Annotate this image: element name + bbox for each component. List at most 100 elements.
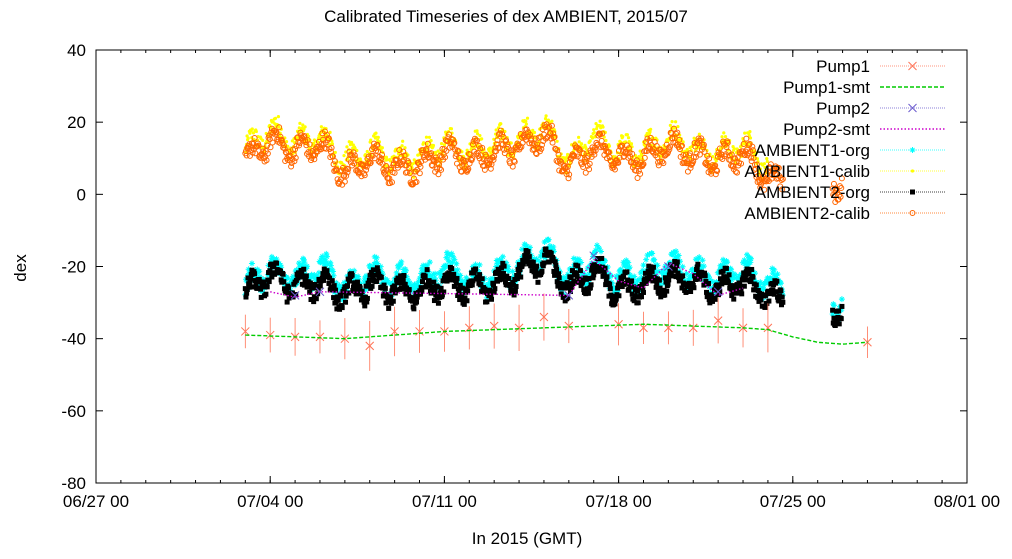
ambient1-org-point <box>406 279 413 286</box>
ambient2-org-point <box>672 259 678 265</box>
ambient2-org-point <box>654 280 660 286</box>
ambient1-calib-point <box>711 154 715 159</box>
ambient2-calib-point <box>280 142 287 149</box>
ambient1-calib-point <box>307 134 311 138</box>
ambient1-org-point <box>495 258 502 265</box>
ambient2-calib-point <box>255 142 262 149</box>
ambient2-org-point <box>552 259 558 265</box>
ambient2-org-point <box>661 287 667 293</box>
ambient2-org-point <box>560 281 566 287</box>
ambient2-org-point <box>396 280 402 286</box>
ambient1-org-point <box>321 262 328 269</box>
ambient2-calib-point <box>723 144 730 151</box>
ambient1-org-point <box>424 262 431 269</box>
ambient2-calib-point <box>712 171 719 178</box>
ambient1-calib-point <box>427 135 431 139</box>
ambient2-calib-point <box>676 136 683 143</box>
ambient1-org-point <box>699 257 706 264</box>
ambient2-org-point <box>565 281 571 287</box>
ambient2-org-point <box>517 267 523 273</box>
ambient2-calib-point <box>556 157 563 164</box>
ambient1-calib-point <box>449 127 454 131</box>
ambient2-calib-point <box>344 169 351 176</box>
ambient2-org-point <box>554 279 560 285</box>
ambient1-org-point <box>660 271 667 278</box>
ambient1-org-point <box>575 260 582 267</box>
ambient1-org-point <box>450 253 457 260</box>
ambient2-calib-point <box>400 148 407 155</box>
ambient2-calib-point <box>698 135 705 142</box>
ambient2-calib-point <box>292 154 299 161</box>
ambient1-org-point <box>361 279 368 286</box>
ambient1-org-point <box>720 256 727 263</box>
ambient2-org-point <box>414 294 420 300</box>
ambient2-org-point <box>612 301 618 307</box>
ambient1-org-point <box>251 273 258 280</box>
ambient2-org-point <box>402 281 408 287</box>
ambient2-calib-point <box>401 152 408 159</box>
ambient2-calib-point <box>467 156 474 163</box>
ambient1-calib-point <box>516 136 520 140</box>
x-tick-label: 07/25 00 <box>760 492 826 511</box>
ambient1-org-point <box>637 269 644 276</box>
ambient2-org-point <box>431 298 437 304</box>
ambient2-calib-point <box>740 140 747 147</box>
ambient2-org-point <box>353 291 359 297</box>
ambient2-org-point <box>644 275 650 281</box>
ambient1-calib-point <box>442 143 447 147</box>
ambient2-org-point <box>264 284 270 290</box>
ambient2-calib-point <box>734 169 741 176</box>
ambient2-calib-point <box>264 142 271 149</box>
ambient1-calib-point <box>478 133 482 138</box>
ambient2-org-point <box>526 254 532 260</box>
ambient1-org-point <box>426 259 433 266</box>
ambient2-org-point <box>758 297 764 303</box>
y-tick-label: -40 <box>61 330 86 349</box>
ambient2-calib-point <box>350 149 357 156</box>
ambient2-org-point <box>359 289 365 295</box>
ambient2-org-point <box>588 282 594 288</box>
ambient1-org-point <box>688 274 695 281</box>
ambient1-calib-point <box>330 142 335 146</box>
ambient2-org-point <box>836 308 842 314</box>
ambient1-org-point <box>620 259 627 266</box>
ambient1-org-point <box>592 247 599 254</box>
ambient2-org-point <box>496 277 502 283</box>
ambient1-calib-point <box>577 135 581 139</box>
ambient1-org-point <box>655 268 662 275</box>
ambient2-calib-point <box>633 167 640 174</box>
ambient2-org-point <box>720 268 726 274</box>
ambient2-org-point <box>507 282 513 288</box>
chart-title: Calibrated Timeseries of dex AMBIENT, 20… <box>324 7 688 26</box>
ambient1-org-point <box>248 260 255 267</box>
ambient1-org-point <box>347 268 354 275</box>
ambient2-org-point <box>451 271 457 277</box>
ambient2-org-point <box>752 287 758 293</box>
ambient2-calib-point <box>494 137 501 144</box>
ambient2-org-point <box>666 277 672 283</box>
pump2-point <box>589 251 599 261</box>
ambient1-calib-point <box>670 119 674 124</box>
ambient2-calib-point <box>532 135 539 142</box>
ambient2-org-point <box>693 276 699 282</box>
ambient1-org-point <box>590 251 597 258</box>
ambient2-org-point <box>631 298 637 304</box>
ambient2-org-point <box>623 280 629 286</box>
ambient2-org-point <box>568 275 574 281</box>
pump1-smt-line <box>245 323 868 345</box>
ambient2-calib-point <box>682 151 689 158</box>
ambient1-org-point <box>679 263 686 270</box>
ambient2-org-point <box>653 284 659 290</box>
pump1-point <box>315 332 325 342</box>
ambient2-org-point <box>594 266 600 272</box>
ambient1-org-point <box>509 276 516 283</box>
ambient2-org-point <box>839 303 845 309</box>
ambient2-calib-point <box>492 144 499 151</box>
ambient1-org-point <box>663 263 670 270</box>
ambient2-org-point <box>642 270 648 276</box>
ambient2-calib-point <box>738 160 745 167</box>
ambient2-calib-point <box>625 145 632 152</box>
ambient2-org-point <box>672 267 678 273</box>
ambient2-org-point <box>381 282 387 288</box>
ambient1-org-point <box>438 267 445 274</box>
